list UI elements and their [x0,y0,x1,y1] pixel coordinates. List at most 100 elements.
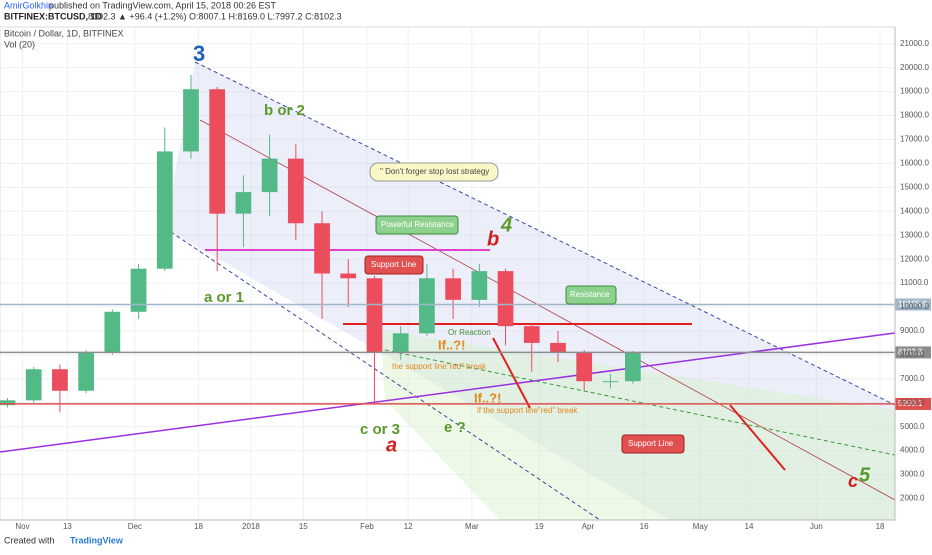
x-tick-label: Nov [15,522,29,531]
candle-body [523,326,540,343]
price-tag-label: 8102.3 [898,348,923,357]
y-tick-label: 12000.0 [900,254,929,263]
candle-body [419,278,435,334]
y-tick-label: 20000.0 [900,63,929,72]
red-arrow [492,337,531,409]
y-tick-label: 17000.0 [900,135,929,144]
callout [565,285,617,305]
candle-body [497,271,514,327]
x-tick-label: Apr [582,522,595,531]
trend-line [384,349,896,456]
y-tick-label: 2000.0 [900,494,925,503]
x-tick-label: 12 [404,522,413,531]
callout [364,255,424,275]
candle-body [156,151,173,269]
x-tick-label: 19 [535,522,544,531]
candle-body [209,89,226,214]
note: the support line"red" break [392,362,487,371]
channel-line [164,227,601,521]
x-tick-label: 18 [194,522,203,531]
x-tick-label: 16 [640,522,649,531]
price-tag-label: 10105.9 [898,300,927,309]
callout-text: Support Line [371,260,417,269]
candle-body [183,89,199,152]
y-tick-label: 16000.0 [900,159,929,168]
note: Or Reaction [448,328,491,337]
wave-label: b or 2 [264,102,305,119]
note: If..?! [438,337,465,352]
channel-green [380,330,895,520]
x-tick-label: 2018 [242,522,260,531]
note: If..?! [474,390,501,405]
wave-label: e ? [444,419,466,436]
callout [369,162,499,182]
candle-body [366,278,383,353]
x-tick-label: Mar [465,522,479,531]
y-tick-label: 4000.0 [900,446,925,455]
quote: 8102.3 ▲ +96.4 (+1.2%) O:8007.1 H:8169.0… [88,11,342,21]
published: published on TradingView.com, April 15, … [49,0,276,10]
y-tick-label: 9000.0 [900,326,925,335]
note: if the support line"red" break [477,406,578,415]
wave-label: 3 [193,41,205,66]
y-tick-label: 5000.0 [900,422,925,431]
channel-line [194,61,896,406]
callout [375,215,459,235]
footer-created: Created with [4,535,55,545]
candle-body [25,369,42,401]
candle-body [52,369,68,391]
wave-label: a or 1 [204,289,244,306]
x-tick-label: 13 [63,522,72,531]
candle-body [261,158,278,193]
callout [621,434,685,454]
symbol: BITFINEX:BTCUSD, 1D [4,11,103,21]
candle-body [104,311,121,353]
y-tick-label: 19000.0 [900,87,929,96]
price-tag [895,397,931,410]
y-tick-label: 13000.0 [900,230,929,239]
y-tick-label: 10000.0 [900,302,929,311]
callout-text: Support Line [628,439,674,448]
y-tick-label: 7000.0 [900,374,925,383]
y-tick-label: 18000.0 [900,111,929,120]
x-tick-label: 15 [299,522,308,531]
candle-body [78,352,94,391]
y-tick-label: 6000.0 [900,398,925,407]
y-tick-label: 8000.0 [900,350,925,359]
y-tick-label: 3000.0 [900,470,925,479]
price-tag [895,346,931,359]
x-tick-label: Dec [128,522,142,531]
candle-body [340,273,357,279]
channel [165,62,895,520]
candle-body [0,400,16,406]
y-tick-label: 14000.0 [900,206,929,215]
red-arrow [729,404,786,471]
callout-text: " Don't forger stop lost strategy [380,167,489,176]
chart-subtitle: Vol (20) [4,39,35,49]
wave-label: c or 3 [360,421,400,438]
wave-label: c [848,471,858,491]
y-tick-label: 21000.0 [900,39,929,48]
wave-label: b [487,228,499,250]
callout-text: Powerful Resistance [381,220,454,229]
candle-body [235,192,252,214]
x-tick-label: Feb [360,522,374,531]
wave-label: 5 [859,464,871,486]
candle-body [445,278,461,300]
candle-body [576,352,593,382]
candle-body [130,268,147,312]
x-tick-label: 18 [876,522,885,531]
candle-body [471,271,488,300]
y-tick-label: 11000.0 [900,278,929,287]
callout-text: Resistance [570,290,610,299]
price-tag [895,298,931,311]
x-tick-label: May [693,522,708,531]
price-tag-label: 5950.1 [898,399,923,408]
candle-body [550,342,566,353]
trend-line [199,119,896,501]
candle-body [602,381,619,383]
wave-label: a [386,434,397,456]
x-tick-label: Jun [810,522,823,531]
x-tick-label: 14 [745,522,754,531]
candle-body [392,333,409,353]
